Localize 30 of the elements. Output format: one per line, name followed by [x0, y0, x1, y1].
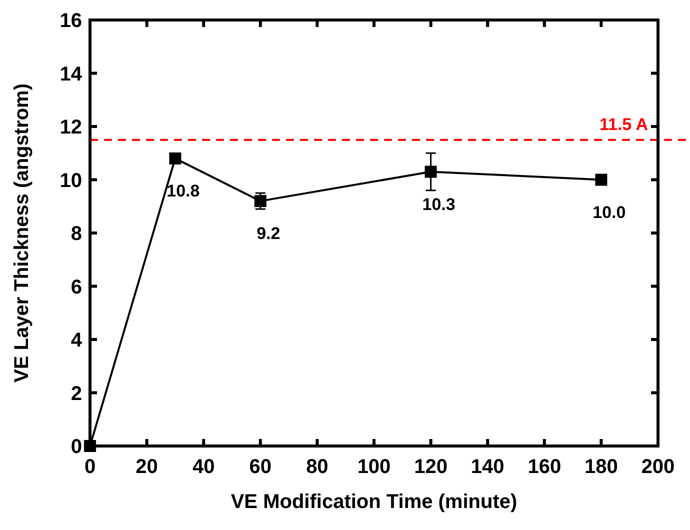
data-label: 10.8: [166, 181, 200, 200]
point: [424, 166, 437, 178]
data-label: 9.2: [256, 224, 280, 244]
x-tick-label: 160: [528, 456, 562, 478]
x-tick-label: 80: [306, 456, 328, 478]
y-tick-label: 6: [70, 276, 82, 298]
y-tick-label: 16: [60, 10, 82, 32]
y-tick-label: 14: [60, 63, 83, 86]
y-tick-label: 0: [70, 436, 82, 458]
x-tick-label: 40: [192, 456, 215, 478]
x-tick-label: 100: [357, 456, 391, 478]
point: [595, 174, 608, 186]
x-tick-label: 120: [414, 456, 448, 478]
x-tick-label: 140: [470, 456, 504, 478]
data-label: 10.0: [592, 202, 626, 222]
y-tick-label: 10: [60, 170, 82, 192]
point: [169, 152, 182, 164]
y-tick-label: 12: [60, 116, 82, 138]
x-tick-label: 20: [136, 456, 158, 478]
x-tick-label: 200: [641, 456, 675, 478]
data-label: 10.3: [422, 194, 456, 214]
x-axis-title: VE Modification Time (minute): [230, 491, 518, 513]
x-tick-label: 180: [584, 456, 618, 478]
y-tick-label: 2: [70, 382, 82, 405]
x-tick-label: 60: [249, 456, 272, 478]
point: [254, 195, 266, 208]
y-tick-label: 4: [70, 330, 83, 352]
y-axis-title: VE Layer Thickness (angstrom): [11, 84, 33, 382]
y-tick-label: 8: [70, 223, 82, 245]
ref-line-label: 11.5 A: [599, 114, 648, 134]
